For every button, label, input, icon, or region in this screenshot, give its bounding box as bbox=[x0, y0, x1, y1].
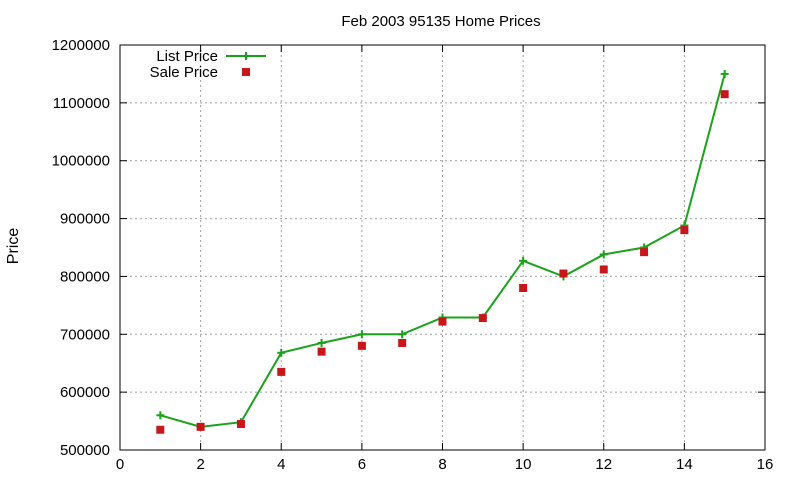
sale-price-point bbox=[519, 284, 528, 292]
sale-price-point bbox=[156, 425, 165, 434]
list-price-point bbox=[599, 250, 608, 259]
x-tick-label: 2 bbox=[196, 456, 204, 473]
sale-price-point bbox=[680, 226, 689, 235]
sale-price-point bbox=[438, 317, 447, 326]
y-axis-label: Price bbox=[5, 228, 22, 265]
list-price-point bbox=[317, 338, 326, 347]
sale-price-point bbox=[357, 341, 366, 350]
y-tick-label: 800000 bbox=[60, 268, 110, 285]
sale-price-point bbox=[317, 347, 326, 356]
sale-price-point bbox=[720, 90, 729, 99]
y-tick-label: 1200000 bbox=[52, 37, 110, 54]
x-tick-label: 16 bbox=[757, 456, 774, 473]
sale-price-point bbox=[398, 338, 407, 347]
series-sale-price bbox=[156, 90, 729, 434]
x-tick-label: 8 bbox=[438, 456, 446, 473]
y-tick-label: 900000 bbox=[60, 211, 110, 228]
sale-price-point bbox=[478, 314, 487, 323]
list-price-point bbox=[277, 348, 286, 357]
legend-square-marker bbox=[242, 68, 250, 76]
sale-price-point bbox=[599, 265, 608, 274]
list-price-point bbox=[519, 256, 528, 265]
y-tick-label: 700000 bbox=[60, 326, 110, 343]
x-tick-label: 10 bbox=[515, 456, 532, 473]
legend-label: Sale Price bbox=[150, 64, 218, 81]
chart-title: Feb 2003 95135 Home Prices bbox=[341, 13, 540, 30]
legend-plus-marker bbox=[242, 52, 250, 60]
sale-price-point bbox=[196, 422, 205, 431]
x-tick-label: 4 bbox=[277, 456, 285, 473]
sale-price-point bbox=[640, 248, 649, 257]
sale-price-point bbox=[559, 269, 568, 278]
list-price-point bbox=[720, 69, 729, 78]
series-layer bbox=[156, 69, 729, 434]
x-tick-label: 0 bbox=[116, 456, 124, 473]
list-price-point bbox=[357, 330, 366, 339]
list-price-point bbox=[398, 330, 407, 339]
sale-price-point bbox=[277, 367, 286, 376]
x-tick-label: 6 bbox=[358, 456, 366, 473]
y-tick-label: 500000 bbox=[60, 442, 110, 459]
list-price-point bbox=[156, 411, 165, 420]
x-tick-label: 14 bbox=[676, 456, 693, 473]
y-tick-label: 1100000 bbox=[53, 95, 110, 112]
y-tick-label: 600000 bbox=[60, 384, 110, 401]
y-tick-label: 1000000 bbox=[52, 153, 110, 170]
grid-lines bbox=[120, 45, 765, 450]
legend-label: List Price bbox=[156, 48, 218, 65]
x-tick-label: 12 bbox=[595, 456, 612, 473]
axis-ticks: 500000 600000 700000 800000 900000 1000000 110… bbox=[52, 37, 774, 473]
sale-price-point bbox=[236, 419, 245, 428]
